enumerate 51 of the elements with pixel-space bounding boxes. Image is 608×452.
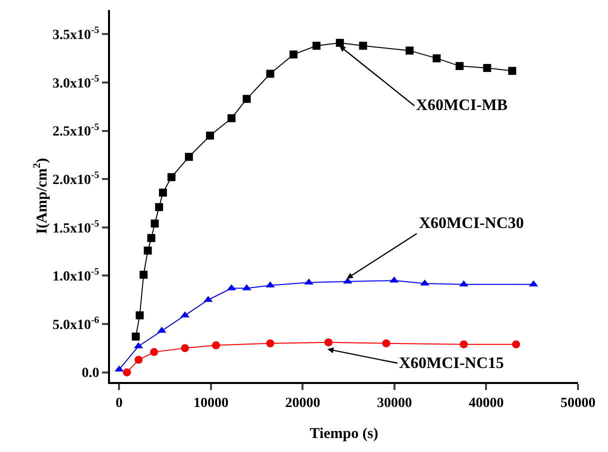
y-tick-label: 5.0x10$^{-6}$ xyxy=(52,315,100,333)
point xyxy=(432,54,441,62)
point xyxy=(406,46,414,55)
point xyxy=(242,94,251,103)
point xyxy=(150,348,158,356)
point xyxy=(312,42,320,50)
x-tick-label: 40000 xyxy=(468,396,504,411)
y-tick-label: 3.5x10$^{-5}$ xyxy=(52,25,100,44)
y-tick-label: 1.5x10$^{-5}$ xyxy=(52,218,100,236)
point xyxy=(144,246,152,255)
point xyxy=(228,114,236,122)
x-axis-title: Tiempo (s) xyxy=(310,426,378,442)
y-tick-label: 1.0x10$^{-5}$ xyxy=(52,266,100,285)
annotation: X60MCI-MB xyxy=(416,97,508,114)
point xyxy=(324,338,332,346)
point xyxy=(132,332,140,341)
point xyxy=(382,339,390,348)
x-tick-label: 10000 xyxy=(193,396,228,411)
point xyxy=(167,173,176,182)
point xyxy=(508,66,516,75)
x-tick-label: 20000 xyxy=(285,396,320,411)
point xyxy=(290,50,298,58)
y-tick-label: 3.0x10$^{-5}$ xyxy=(52,73,100,92)
y-tick-label: 2.5x10$^{-5}$ xyxy=(52,122,100,140)
point xyxy=(483,64,492,72)
point xyxy=(266,339,274,348)
point xyxy=(134,356,143,364)
point xyxy=(460,340,468,348)
y-tick-label: 2.0x10$^{-5}$ xyxy=(52,170,100,188)
x-tick-label: 50000 xyxy=(560,396,596,411)
point xyxy=(359,42,368,50)
point xyxy=(158,188,167,197)
point xyxy=(122,368,131,376)
point xyxy=(336,38,344,47)
point xyxy=(180,344,189,352)
point xyxy=(147,234,156,242)
point xyxy=(184,152,193,161)
point xyxy=(155,203,164,212)
point xyxy=(150,220,159,228)
point xyxy=(266,70,274,78)
point xyxy=(212,341,220,350)
point xyxy=(512,340,520,348)
annotation: X60MCI-NC30 xyxy=(419,215,524,232)
point xyxy=(206,132,214,140)
point xyxy=(456,62,464,70)
x-tick-label: 30000 xyxy=(376,396,412,411)
x-tick-label: 0 xyxy=(116,396,123,411)
annotation: X60MCI-NC15 xyxy=(399,355,504,372)
point xyxy=(136,311,144,320)
y-tick-label: 0.0 xyxy=(82,366,100,382)
point xyxy=(140,270,148,279)
